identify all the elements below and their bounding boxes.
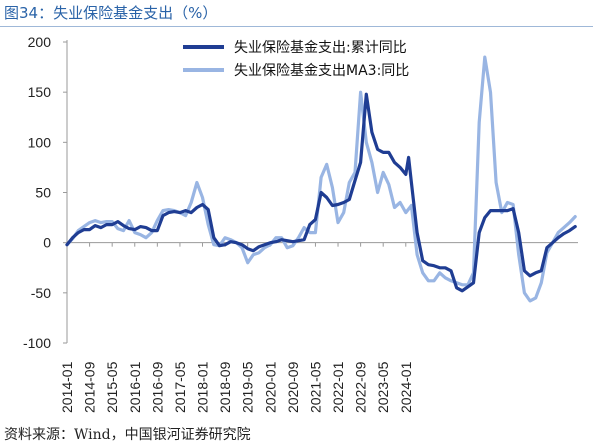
legend-label-1: 失业保险基金支出:累计同比 xyxy=(234,39,407,56)
legend-label-2: 失业保险基金支出MA3:同比 xyxy=(234,62,409,79)
source-note: 资料来源：Wind，中国银河证券研究院 xyxy=(4,427,251,443)
y-tick-label: -50 xyxy=(31,285,51,301)
y-tick-label: 50 xyxy=(35,185,51,201)
x-tick-label: 2022-09 xyxy=(353,361,369,413)
y-tick-label: -100 xyxy=(23,335,51,351)
x-tick-label: 2016-09 xyxy=(149,361,165,413)
y-tick-label: 150 xyxy=(28,84,52,100)
x-tick-label: 2015-05 xyxy=(104,361,120,413)
x-tick-label: 2014-01 xyxy=(59,361,75,413)
x-tick-label: 2018-01 xyxy=(195,361,211,413)
x-tick-label: 2014-09 xyxy=(82,361,98,413)
series-line-1 xyxy=(65,92,577,293)
x-tick-label: 2019-05 xyxy=(240,361,256,413)
title-divider xyxy=(0,26,593,27)
x-tick-label: 2016-01 xyxy=(127,361,143,413)
x-tick-label: 2021-05 xyxy=(307,361,323,413)
x-tick-label: 2024-01 xyxy=(398,361,414,413)
y-tick-label: 200 xyxy=(28,34,52,50)
series-lines xyxy=(65,55,577,303)
y-tick-label: 100 xyxy=(28,134,52,150)
y-tick-label: 0 xyxy=(43,235,51,251)
x-tick-label: 2020-01 xyxy=(262,361,278,413)
x-tick-label: 2020-09 xyxy=(285,361,301,413)
x-tick-label: 2022-01 xyxy=(330,361,346,413)
series-line-2 xyxy=(65,55,577,303)
chart-title: 图34：失业保险基金支出（%） xyxy=(4,4,218,22)
x-tick-label: 2017-05 xyxy=(172,361,188,413)
x-tick-label: 2023-05 xyxy=(375,361,391,413)
axes: -100 -50 0 50 100 150 200 2014-01 2014-09 2015-05… xyxy=(23,34,578,413)
x-tick-label: 2018-09 xyxy=(217,361,233,413)
